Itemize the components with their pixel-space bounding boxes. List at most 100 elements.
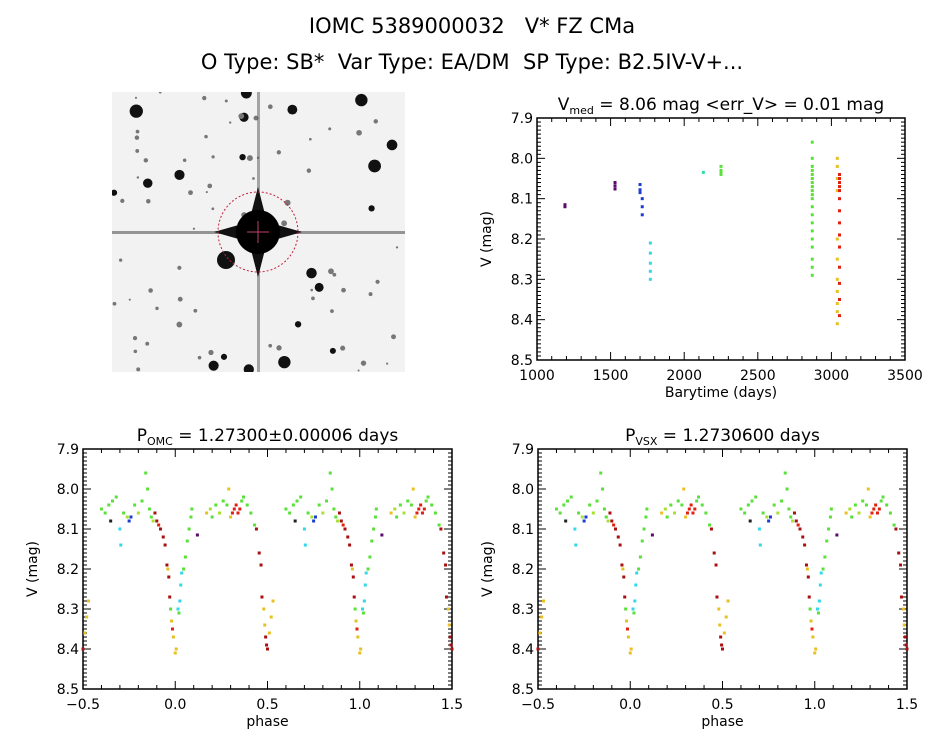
y-tick-label: 8.0 [512, 482, 534, 498]
data-point [837, 189, 841, 193]
data-point [632, 611, 636, 615]
data-point [604, 515, 608, 519]
data-point [554, 507, 558, 511]
data-point [380, 533, 384, 537]
data-point [210, 515, 214, 519]
data-point [885, 503, 889, 507]
data-point [712, 551, 716, 555]
data-point [835, 277, 839, 281]
data-point [870, 511, 874, 515]
data-point [827, 527, 831, 531]
data-point [240, 499, 244, 503]
star [246, 155, 253, 162]
data-point [389, 511, 393, 515]
data-point [719, 168, 723, 172]
x-tick-label: 1000 [519, 368, 555, 384]
data-point [174, 647, 178, 651]
data-point [695, 499, 699, 503]
y-tick-label: 8.5 [57, 682, 79, 698]
star [112, 301, 117, 306]
star [220, 353, 228, 360]
star [268, 343, 273, 348]
data-point [785, 487, 789, 491]
data-point [726, 599, 730, 603]
data-point [708, 523, 712, 527]
data-point [430, 503, 434, 507]
data-point [640, 213, 644, 217]
data-point [648, 277, 652, 281]
data-point [894, 527, 898, 531]
data-point [613, 184, 617, 188]
data-point [798, 527, 802, 531]
data-point [902, 623, 906, 627]
data-point [717, 607, 721, 611]
data-point [631, 607, 635, 611]
data-point [169, 607, 173, 611]
data-point [444, 563, 448, 567]
data-point [406, 499, 410, 503]
star [355, 93, 368, 107]
x-tick-label: 0.0 [164, 697, 186, 713]
data-point [621, 567, 625, 571]
data-point [825, 539, 829, 543]
data-point [684, 515, 688, 519]
data-point [811, 635, 815, 639]
data-point [837, 181, 841, 185]
data-point [719, 635, 723, 639]
data-point [809, 619, 813, 623]
data-point [626, 635, 630, 639]
data-point [168, 595, 172, 599]
star [143, 158, 149, 163]
star [284, 199, 291, 206]
data-point [828, 515, 832, 519]
data-point [720, 643, 724, 647]
star [310, 288, 314, 292]
data-point [185, 539, 189, 543]
data-point [807, 595, 811, 599]
data-point [182, 567, 186, 571]
data-point [837, 265, 841, 269]
data-point [810, 168, 814, 172]
data-point [564, 519, 568, 523]
data-point [580, 515, 584, 519]
lightcurve-time-chart: Vmed = 8.06 mag <err_V> = 0.01 mag 7.9 8.0… [479, 95, 923, 401]
data-point [107, 503, 111, 507]
star [239, 153, 246, 161]
x-tick-label: 0.0 [619, 697, 641, 713]
figure-title: IOMC 5389000032 V* FZ CMa [308, 14, 636, 38]
data-point [189, 515, 193, 519]
data-point [837, 197, 841, 201]
data-point [697, 495, 701, 499]
data-point [259, 563, 263, 567]
data-point [336, 519, 340, 523]
data-point [818, 583, 822, 587]
data-point [616, 535, 620, 539]
data-point [599, 471, 603, 475]
data-point [848, 507, 852, 511]
data-point [761, 511, 765, 515]
data-point [789, 515, 793, 519]
data-point [613, 527, 617, 531]
data-point [140, 499, 144, 503]
data-point [573, 527, 577, 531]
data-point [623, 595, 627, 599]
data-point [620, 563, 624, 567]
data-point [660, 511, 664, 515]
data-point [368, 555, 372, 559]
data-point [260, 595, 264, 599]
star [145, 341, 150, 346]
x-tick-label: 2000 [666, 368, 702, 384]
star [120, 198, 125, 204]
x-tick-label: 1.5 [441, 697, 463, 713]
data-point [595, 499, 599, 503]
data-point [238, 507, 242, 511]
star [395, 246, 399, 249]
data-point [370, 539, 374, 543]
data-point [411, 487, 415, 491]
star [112, 189, 118, 196]
data-point [835, 237, 839, 241]
data-point [750, 499, 754, 503]
phase-omc-chart: POMC = 1.27300±0.00006 days 7.9 8.0 8.1 8.2 8… [25, 426, 463, 730]
star [207, 183, 213, 189]
data-point [819, 571, 823, 575]
